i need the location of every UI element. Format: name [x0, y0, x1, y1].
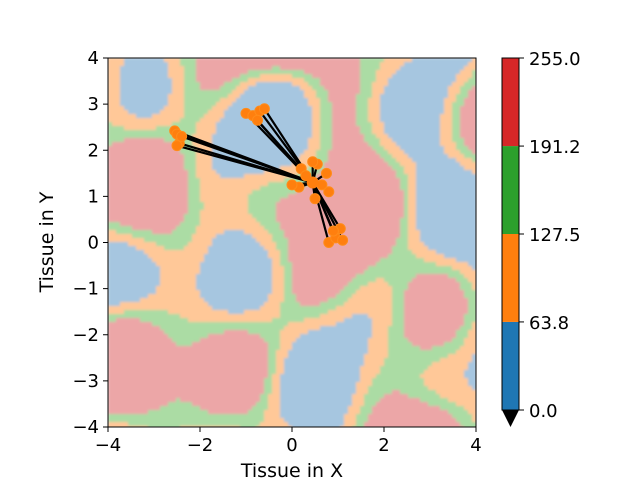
x-axis: −4 −2 0 2 4	[95, 427, 482, 456]
x-tick-label: −4	[95, 435, 122, 456]
contour-cells	[108, 58, 477, 431]
colorbar-band	[502, 322, 519, 410]
colorbar-tick-label: 0.0	[529, 401, 558, 422]
x-tick-label: 4	[470, 435, 481, 456]
trajectory-point	[287, 180, 297, 190]
colorbar-tick-label: 191.2	[529, 137, 581, 158]
x-tick-label: 2	[378, 435, 389, 456]
trajectory-point	[310, 194, 320, 204]
trajectory-point	[259, 104, 269, 114]
y-tick-label: 4	[88, 48, 99, 69]
trajectory-point	[172, 141, 182, 151]
colorbar-band	[502, 58, 519, 146]
y-axis: −4 −3 −2 −1 0 1 2 3 4	[72, 48, 108, 438]
y-tick-label: 3	[88, 94, 99, 115]
x-tick-label: 0	[286, 435, 297, 456]
trajectory-point	[328, 226, 338, 236]
y-axis-label: Tissue in Y	[36, 191, 58, 293]
x-tick-label: −2	[187, 435, 214, 456]
trajectory-point	[308, 157, 318, 167]
contour-field	[108, 58, 477, 431]
colorbar: 0.0 63.8 127.5 191.2 255.0	[502, 49, 581, 427]
x-axis-label: Tissue in X	[240, 460, 343, 480]
trajectory-point	[338, 235, 348, 245]
trajectory-point	[322, 168, 332, 178]
colorbar-tick-label: 127.5	[529, 225, 581, 246]
colorbar-band	[502, 146, 519, 234]
y-tick-label: 0	[88, 233, 99, 254]
colorbar-tick-label: 255.0	[529, 49, 581, 70]
y-tick-label: −1	[72, 279, 99, 300]
colorbar-tick-label: 63.8	[529, 313, 569, 334]
y-tick-label: −2	[72, 325, 99, 346]
colorbar-extend-triangle	[502, 410, 519, 427]
y-tick-label: 2	[88, 140, 99, 161]
trajectory-hub-point	[307, 177, 319, 189]
colorbar-band	[502, 234, 519, 322]
y-tick-label: −4	[72, 417, 99, 438]
trajectory-point	[253, 115, 263, 125]
y-tick-label: −3	[72, 371, 99, 392]
y-tick-label: 1	[88, 186, 99, 207]
trajectory-point	[177, 131, 187, 141]
